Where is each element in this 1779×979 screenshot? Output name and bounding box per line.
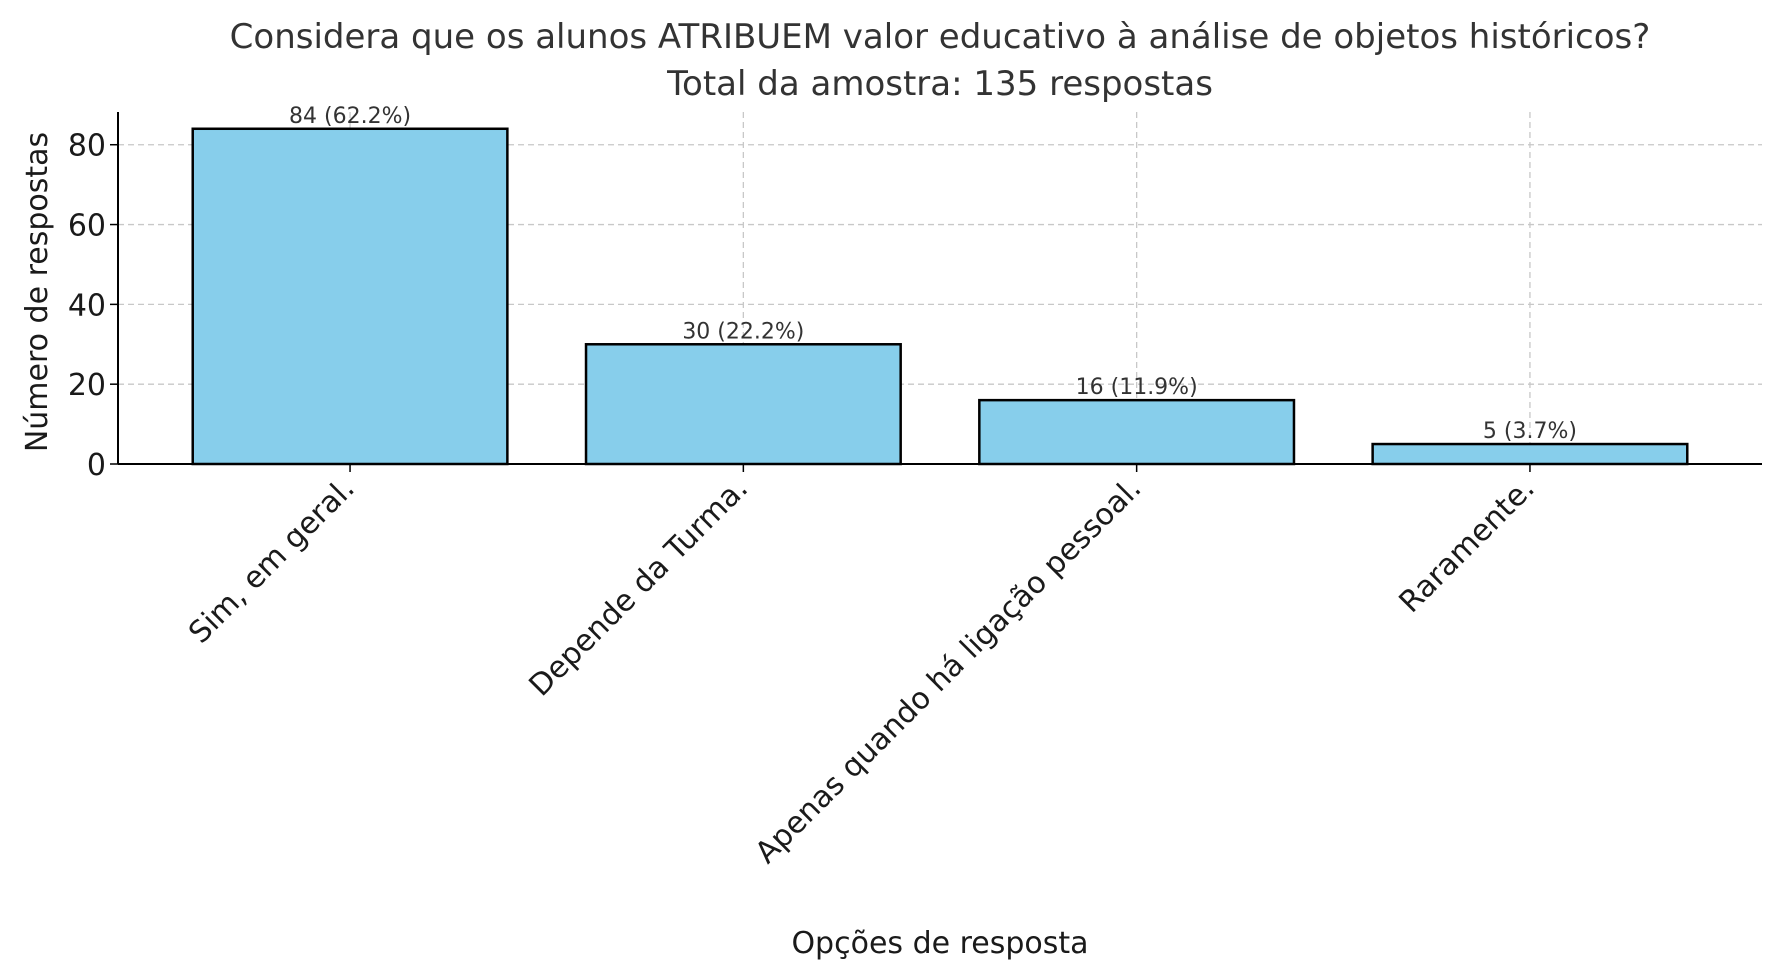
bar	[978, 398, 1296, 466]
axes	[117, 112, 1762, 465]
x-axis-label: Opções de resposta	[791, 926, 1088, 961]
x-ticks: Sim, em geral. Depende da Turma.Apenas qu…	[182, 464, 1542, 871]
x-tick-label: Depende da Turma.	[523, 471, 756, 704]
y-ticks: 0 20 40 60 80	[68, 129, 118, 483]
chart-title-line2: Total da amostra: 135 respostas	[666, 64, 1213, 104]
bars	[191, 127, 1689, 466]
y-tick-label: 40	[68, 288, 106, 323]
y-tick-label: 0	[87, 448, 106, 483]
x-tick-label: Apenas quando há ligação pessoal.	[749, 471, 1149, 871]
bar	[1371, 442, 1689, 466]
y-tick-label: 60	[68, 209, 106, 244]
data-label: 5 (3.7%)	[1483, 419, 1577, 444]
bar	[584, 343, 902, 466]
bar	[191, 127, 509, 466]
y-tick-label: 20	[68, 368, 106, 403]
x-tick-label: Sim, em geral.	[182, 471, 362, 651]
y-tick-label: 80	[68, 129, 106, 164]
data-label: 16 (11.9%)	[1076, 375, 1198, 400]
data-label: 30 (22.2%)	[682, 319, 804, 344]
chart-title-line1: Considera que os alunos ATRIBUEM valor e…	[230, 17, 1651, 57]
data-label: 84 (62.2%)	[289, 104, 411, 129]
data-labels: 84 (62.2%) 30 (22.2%) 16 (11.9%) 5 (3.7%)	[289, 104, 1577, 444]
x-tick-label: Raramente.	[1393, 471, 1542, 620]
y-axis-label: Número de respostas	[20, 132, 55, 452]
